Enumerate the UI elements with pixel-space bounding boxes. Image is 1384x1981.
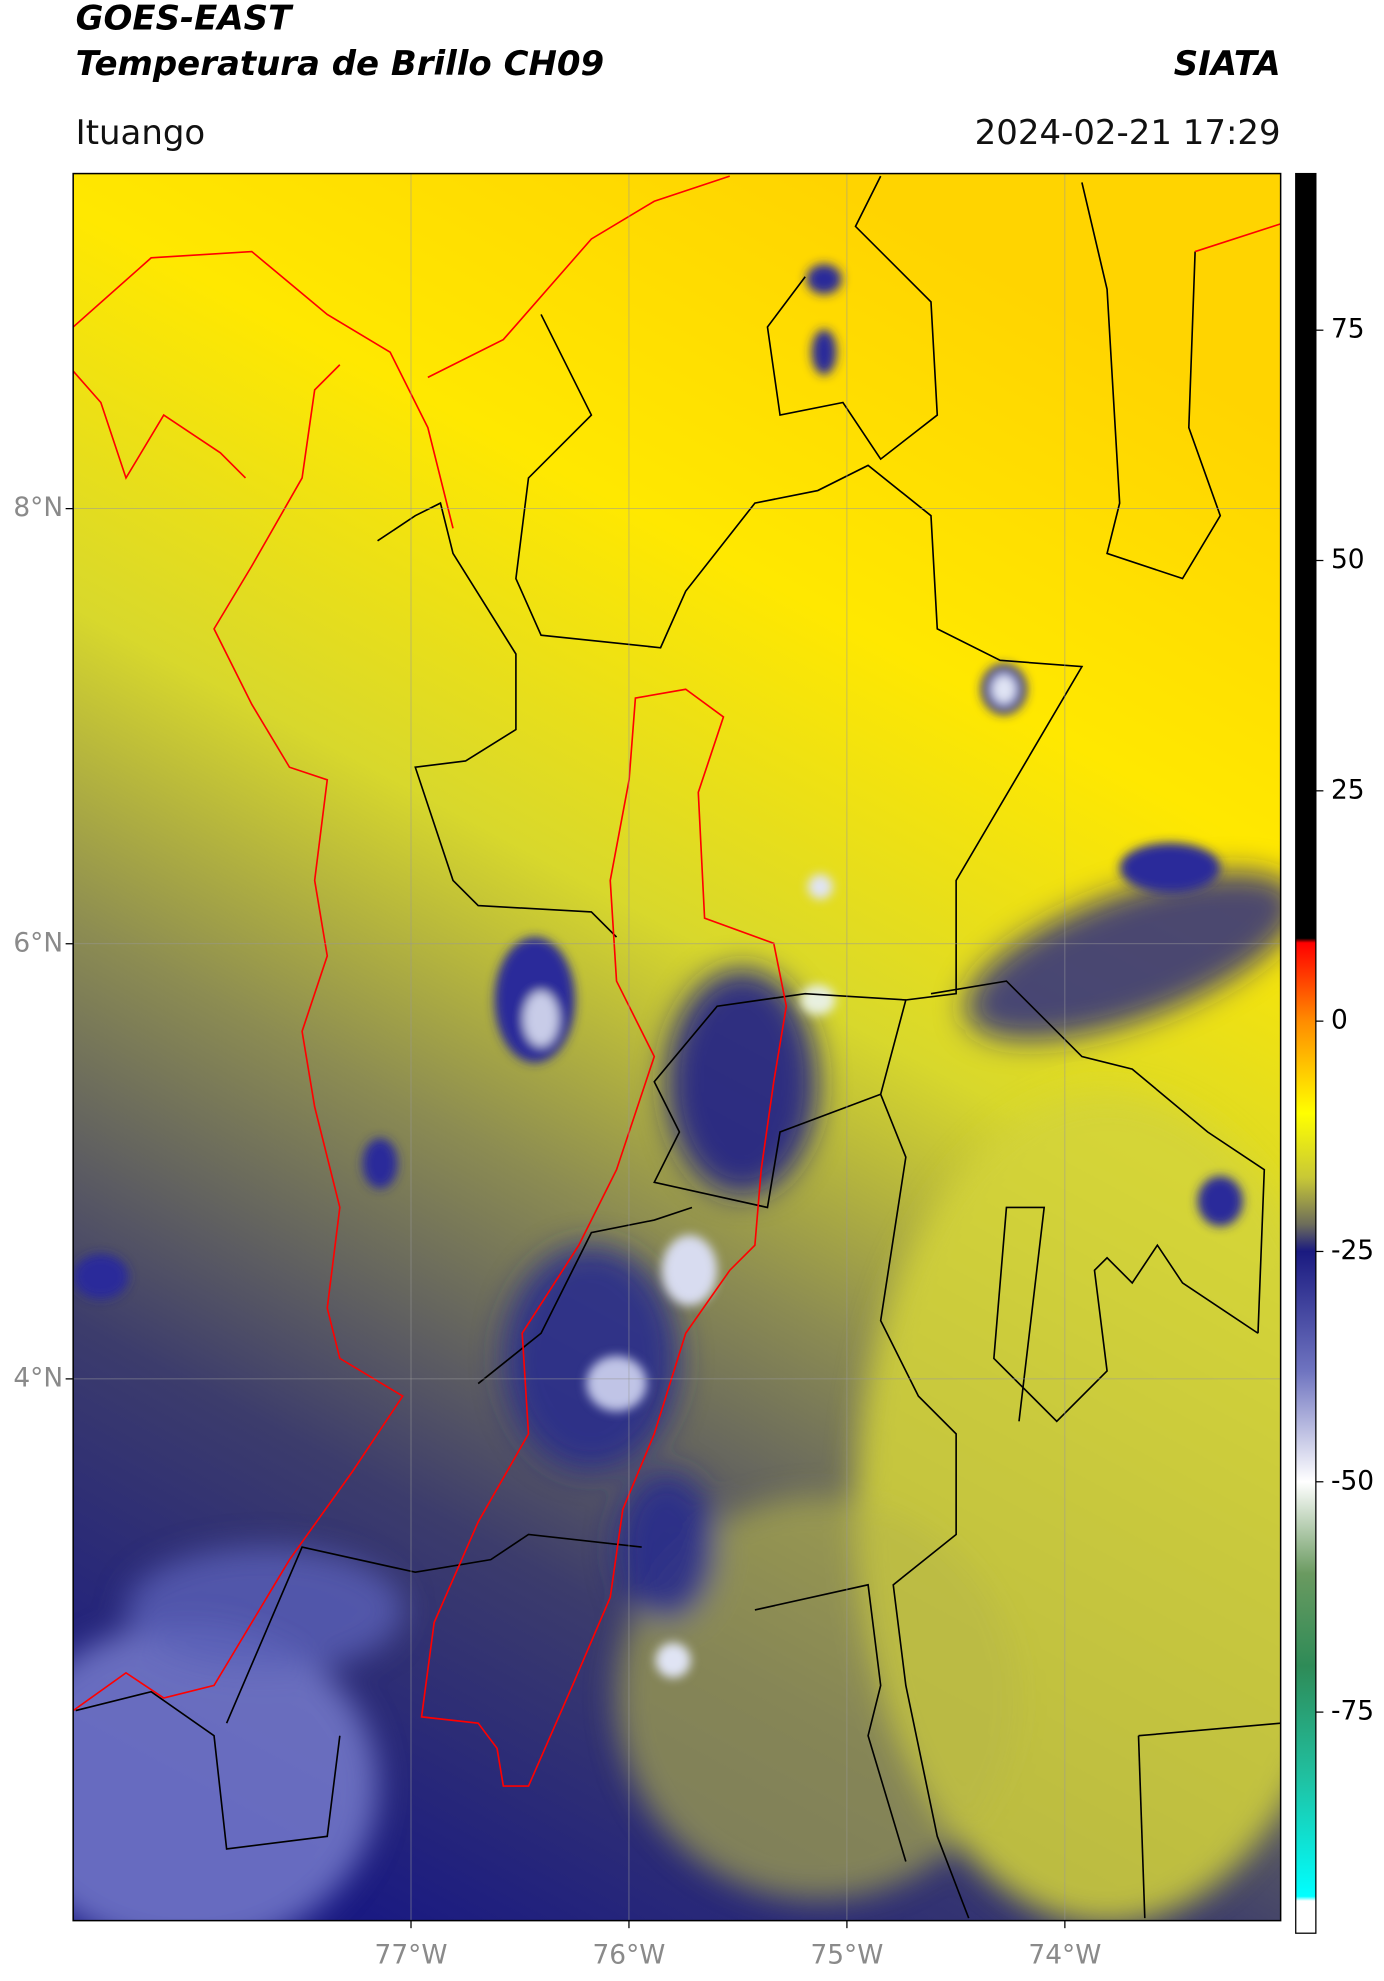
x-tick-label: 75°W bbox=[810, 1939, 883, 1970]
colorbar-tick-label: 50 bbox=[1331, 544, 1365, 575]
location: Ituango bbox=[76, 113, 206, 153]
colorbar bbox=[1295, 172, 1317, 1934]
x-tick-label: 77°W bbox=[375, 1939, 448, 1970]
y-tick-label: 6°N bbox=[13, 927, 63, 958]
colorbar-tick-label: -75 bbox=[1331, 1696, 1374, 1727]
x-tick-label: 74°W bbox=[1028, 1939, 1101, 1970]
y-tick-label: 8°N bbox=[13, 492, 63, 523]
subtitle: Temperatura de Brillo CH09 bbox=[76, 44, 604, 84]
colorbar-tick-label: -25 bbox=[1331, 1235, 1374, 1266]
colorbar-tick-label: 0 bbox=[1331, 1005, 1348, 1036]
timestamp: 2024-02-21 17:29 bbox=[975, 113, 1281, 153]
title: GOES-EAST bbox=[76, 0, 294, 39]
colorbar-tick-label: 25 bbox=[1331, 774, 1365, 805]
colorbar-tick-label: -50 bbox=[1331, 1465, 1374, 1496]
graticule bbox=[73, 173, 1281, 1921]
y-tick-label: 4°N bbox=[13, 1362, 63, 1393]
satellite-image bbox=[73, 173, 1281, 1921]
x-tick-label: 76°W bbox=[592, 1939, 665, 1970]
brand: SIATA bbox=[1174, 44, 1281, 84]
map-frame bbox=[72, 172, 1282, 1922]
colorbar-tick-label: 75 bbox=[1331, 314, 1365, 345]
